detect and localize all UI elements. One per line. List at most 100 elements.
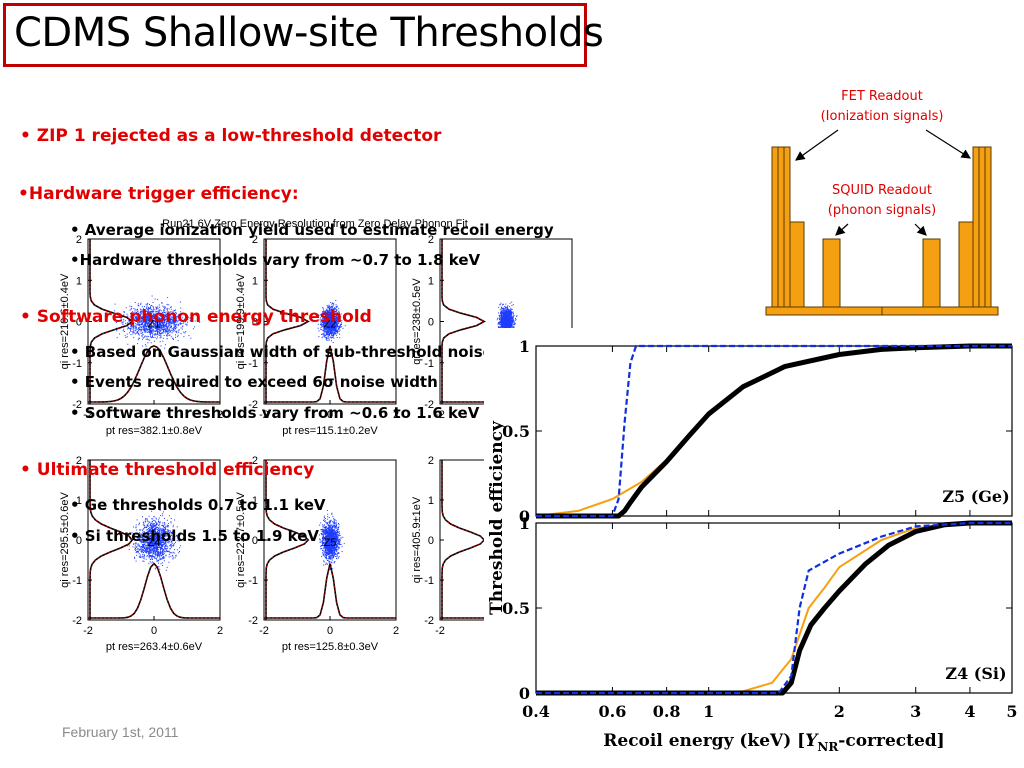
scatter-y-tick: 0 [428,317,434,329]
efficiency-y-tick: 0.5 [502,599,530,618]
qi-resolution-label: qi res=199.9±0.4eV [235,273,247,369]
scatter-y-tick: -1 [248,575,258,587]
scatter-panel: 2 1 0 -1 -2-2 0 2 pt res=115.1±0.2eV qi res=199.… [235,234,399,437]
detector-structure [765,146,999,316]
scatter-x-tick: 2 [217,409,223,421]
scatter-y-tick: 1 [428,495,434,507]
bullet-zip1: • ZIP 1 rejected as a low-threshold dete… [20,126,442,146]
scatter-y-tick: 2 [76,455,82,467]
scatter-y-tick: 1 [252,275,258,287]
scatter-y-tick: 2 [428,234,434,246]
efficiency-y-tick: 1 [519,514,530,533]
pt-resolution-label: pt res=115.1±0.2eV [282,425,378,437]
detector-label: Z5 [324,537,337,549]
scatter-panel: 2 1 0 -1 -2-2 0 2 pt res=125.8±0.3eV qi res=222.… [235,455,399,653]
efficiency-y-tick: 0.5 [502,422,530,441]
squid-arrow-right [914,223,927,236]
scatter-x-tick: -2 [83,625,93,637]
detector-readout-diagram: FET Readout (Ionization signals) SQUID R… [765,89,999,316]
bullet-software-sub-1: • Based on Gaussian width of sub-thresho… [70,343,493,361]
efficiency-panel: 0 0.5 1 Z5 (Ge) [502,337,1013,526]
bullet-ultimate-heading: • Ultimate threshold efficiency [20,460,315,480]
scatter-x-tick: 0 [151,409,157,421]
scatter-y-tick: -1 [424,575,434,587]
detector-label: Z1 [148,319,161,331]
pt-resolution-label: pt res=125.8±0.3eV [282,641,379,653]
scatter-x-tick: 2 [393,409,399,421]
scatter-y-tick: 0 [252,535,258,547]
detector-label: Z2 [324,319,337,331]
slide-date: February 1st, 2011 [62,724,179,740]
scatter-y-tick: -1 [248,358,258,370]
bullet-hardware-heading: •Hardware trigger efficiency: [18,184,299,204]
qi-resolution-label: qi res=295.5±0.6eV [59,492,71,588]
scatter-panel: 2 1 0 -1 -2-2 0 2 pt res=263.4±0.6eV qi res=295.… [59,455,223,653]
scatter-y-tick: -1 [72,575,82,587]
panel-detector-label: Z4 (Si) [945,664,1006,683]
scatter-y-tick: 2 [252,455,258,467]
scatter-x-tick: 0 [151,625,157,637]
efficiency-y-tick: 0 [519,507,530,526]
fet-arrow-left [795,129,839,161]
scatter-y-tick: -2 [248,615,258,627]
threshold-efficiency-chart: 0 0.5 1 Z5 (Ge) 0 0.5 1 Z4 (Si) 0.4 0.6 0.8 1 2 3 4 5 Th… [484,328,1022,764]
scatter-y-tick: -2 [248,399,258,411]
scatter-y-tick: 0 [428,535,434,547]
scatter-y-tick: 1 [76,495,82,507]
scatter-x-tick: 2 [217,625,223,637]
squid-label-line1: SQUID Readout [832,183,932,198]
scatter-y-tick: -2 [424,399,434,411]
efficiency-y-tick: 0 [519,684,530,703]
pt-resolution-label: pt res=382.1±0.8eV [106,425,203,437]
bullet-ultimate-sub-1: • Ge thresholds 0.7 to 1.1 keV [70,496,326,514]
scatter-x-tick: 2 [393,625,399,637]
efficiency-x-tick: 4 [964,702,975,721]
efficiency-panel: 0 0.5 1 Z4 (Si) [502,514,1013,703]
efficiency-curve [536,343,1012,519]
qi-resolution-label: qi res=222.7±0.5eV [235,492,247,588]
efficiency-curve [536,521,1012,695]
scatter-y-tick: -2 [72,615,82,627]
qi-resolution-label: qi res=238±0.5eV [411,278,423,365]
scatter-x-tick: -2 [259,409,269,421]
fet-arrow-right [925,129,972,159]
page-title: CDMS Shallow-site Thresholds [14,10,604,56]
scatter-x-tick: 0 [327,409,333,421]
efficiency-x-tick: 5 [1006,702,1017,721]
detector-label: Z4 [148,537,161,549]
bullet-software-sub-2: • Events required to exceed 6σ noise wid… [70,373,438,391]
scatter-y-tick: 2 [252,234,258,246]
scatter-y-tick: 0 [76,535,82,547]
bullet-software-sub-3: • Software thresholds vary from ~0.6 to … [70,404,480,422]
title-box [3,3,587,67]
scatter-y-tick: 1 [76,275,82,287]
efficiency-y-label: Threshold efficiency [487,420,507,615]
scatter-x-tick: -2 [259,625,269,637]
scatter-x-tick: -2 [435,625,445,637]
scatter-y-tick: -1 [424,358,434,370]
pt-resolution-label: pt res=263.4±0.6eV [106,641,203,653]
scatter-x-tick: -2 [435,409,445,421]
fet-label-line1: FET Readout [841,89,923,104]
bullet-hardware-sub-1: • Average ionization yield used to estim… [70,221,554,239]
scatter-y-tick: 0 [252,317,258,329]
squid-label-line2: (phonon signals) [828,203,936,218]
scatter-y-tick: 1 [428,275,434,287]
efficiency-x-tick: 0.4 [522,702,550,721]
scatter-y-tick: 2 [428,455,434,467]
scatter-y-tick: -2 [424,615,434,627]
scatter-panel: 2 1 0 -1 -2-2 0 2 pt res=382.1±0.8eV qi res=210.… [59,234,223,437]
efficiency-x-label: Recoil energy (keV) [YNR-corrected] [603,731,944,754]
panel-detector-label: Z5 (Ge) [942,487,1009,506]
efficiency-x-tick: 1 [703,702,714,721]
squid-arrow-left [835,223,849,236]
efficiency-x-tick: 2 [834,702,845,721]
efficiency-x-tick: 0.6 [598,702,626,721]
efficiency-curve [536,344,1012,518]
efficiency-y-tick: 1 [519,337,530,356]
scatter-y-tick: 1 [252,495,258,507]
scatter-y-tick: 0 [76,317,82,329]
fet-label-line2: (Ionization signals) [821,109,944,124]
qi-resolution-label: qi res=405.9±1eV [411,496,423,583]
bullet-hardware-sub-2: •Hardware thresholds vary from ~0.7 to 1… [70,251,481,269]
